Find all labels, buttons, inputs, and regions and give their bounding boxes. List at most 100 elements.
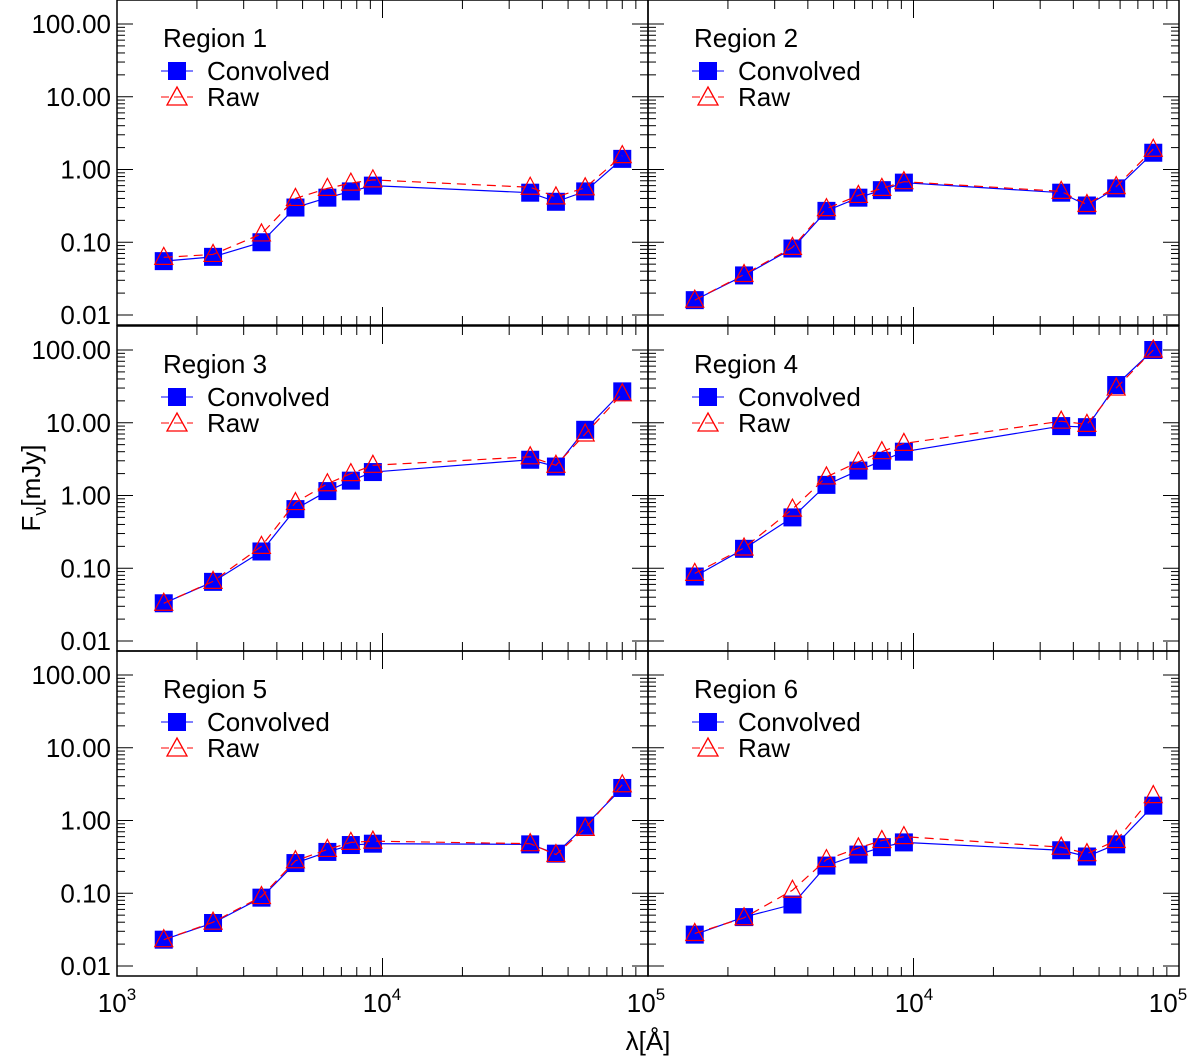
legend-raw-label: Raw — [207, 408, 259, 438]
convolved-point — [1052, 417, 1071, 436]
raw-point — [848, 184, 869, 204]
convolved-point — [1077, 196, 1096, 215]
convolved-point — [1144, 796, 1163, 815]
x-ticks — [116, 0, 637, 325]
x-tick-label-1e5-right: 105 — [1149, 985, 1187, 1018]
raw-point — [684, 562, 705, 581]
raw-point — [251, 222, 272, 242]
y-tick-label: 100.00 — [31, 9, 111, 39]
raw-point — [871, 440, 892, 460]
legend-convolved-marker — [699, 388, 717, 406]
convolved-point — [1107, 835, 1126, 854]
raw-point — [251, 885, 272, 905]
raw-point — [734, 906, 755, 926]
raw-point — [893, 825, 914, 845]
raw-point — [1143, 338, 1164, 358]
convolved-point — [735, 266, 754, 285]
raw-point — [520, 832, 541, 852]
convolved-points — [154, 778, 632, 949]
raw-point — [782, 878, 803, 898]
y-tick-label: 0.10 — [60, 227, 111, 257]
panel-3: 100.00 10.00 1.00 0.10 0.01 Region 3Convolved… — [31, 325, 649, 656]
y-tick-label: 0.01 — [60, 300, 111, 330]
convolved-point — [546, 844, 565, 863]
raw-point — [317, 472, 338, 492]
raw-point — [1051, 835, 1072, 855]
convolved-points — [154, 149, 632, 271]
region-title: Region 3 — [163, 349, 267, 379]
raw-point — [848, 450, 869, 470]
convolved-point — [318, 188, 337, 207]
raw-point — [340, 831, 361, 850]
convolved-line — [163, 787, 623, 941]
convolved-point — [783, 239, 802, 258]
raw-point — [362, 829, 383, 849]
legend-convolved-label: Convolved — [738, 56, 861, 86]
convolved-point — [1144, 143, 1163, 162]
convolved-point — [576, 816, 595, 835]
legend-raw-label: Raw — [738, 82, 790, 112]
x-tick-label-1e4-right: 104 — [895, 985, 933, 1018]
raw-line — [694, 349, 1154, 574]
raw-point — [317, 838, 338, 858]
x-axis-label: λ[Å] — [626, 1026, 671, 1056]
convolved-point — [576, 182, 595, 201]
raw-point — [203, 910, 224, 930]
convolved-point — [894, 833, 913, 852]
raw-points — [153, 773, 633, 948]
y-axis-label: Fν[mJy] — [16, 445, 50, 532]
legend-raw-marker — [696, 85, 720, 106]
x-ticks — [647, 0, 1168, 325]
x-ticks — [116, 326, 637, 651]
raw-point — [251, 535, 272, 554]
raw-point — [340, 462, 361, 482]
raw-point — [285, 491, 306, 511]
raw-point — [871, 829, 892, 849]
legend-convolved-label: Convolved — [738, 382, 861, 412]
convolved-points — [685, 143, 1163, 310]
raw-point — [684, 288, 705, 308]
convolved-point — [341, 182, 360, 201]
legend-convolved-marker — [168, 388, 186, 406]
raw-point — [545, 185, 566, 205]
convolved-point — [685, 925, 704, 944]
raw-points — [153, 382, 633, 611]
raw-points — [153, 144, 633, 265]
convolved-line — [694, 152, 1154, 301]
legend-raw-marker — [696, 736, 720, 757]
legend-convolved-label: Convolved — [738, 707, 861, 737]
raw-point — [203, 243, 224, 263]
raw-point — [203, 570, 224, 589]
raw-point — [871, 177, 892, 196]
legend-convolved-label: Convolved — [207, 56, 330, 86]
raw-point — [1076, 413, 1097, 432]
raw-point — [575, 817, 596, 836]
convolved-point — [546, 457, 565, 476]
y-tick-label: 1.00 — [60, 155, 111, 185]
y-tick-label: 0.01 — [60, 626, 111, 656]
legend-raw-label: Raw — [207, 82, 259, 112]
legend-convolved-marker — [168, 713, 186, 731]
convolved-point — [252, 542, 271, 561]
raw-point — [362, 454, 383, 473]
y-ticks — [117, 674, 648, 967]
x-ticks — [647, 651, 1168, 976]
y-ticks — [648, 674, 1179, 967]
convolved-point — [521, 835, 540, 854]
raw-point — [816, 197, 837, 217]
y-ticks — [117, 23, 648, 316]
raw-line — [163, 155, 623, 258]
region-title: Region 5 — [163, 674, 267, 704]
convolved-point — [872, 451, 891, 470]
convolved-point — [894, 173, 913, 192]
raw-point — [893, 432, 914, 452]
raw-point — [575, 422, 596, 442]
raw-point — [1106, 175, 1127, 195]
legend-convolved-marker — [168, 62, 186, 80]
x-ticks — [647, 326, 1168, 651]
